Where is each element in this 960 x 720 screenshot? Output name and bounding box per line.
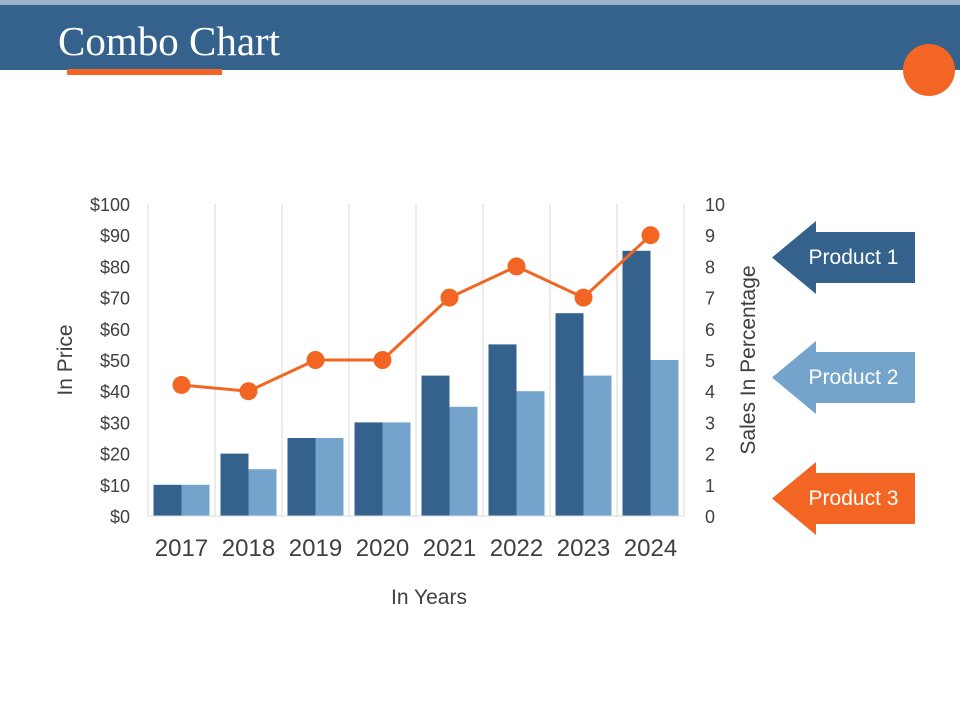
x-tick-label: 2023 <box>557 535 610 562</box>
bar-product-1-2024 <box>622 250 651 517</box>
point-product-3-2017 <box>172 375 191 394</box>
legend-item-product-2: Product 2 <box>772 341 915 414</box>
x-tick-label: 2018 <box>222 535 275 562</box>
bar-product-2-2022 <box>516 391 545 516</box>
bar-product-2-2017 <box>181 484 210 516</box>
point-product-3-2021 <box>440 288 459 307</box>
x-axis-title: In Years <box>391 586 467 609</box>
legend-label: Product 3 <box>808 487 899 510</box>
y-tick-label: $40 <box>100 382 130 402</box>
y2-tick-label: 6 <box>705 320 715 340</box>
bar-product-2-2020 <box>382 422 411 516</box>
y-tick-label: $10 <box>100 476 130 496</box>
legend-label: Product 1 <box>808 246 899 269</box>
title-bar: Combo Chart <box>0 5 960 70</box>
title-underline <box>67 69 222 75</box>
legend-item-product-3: Product 3 <box>772 462 915 535</box>
bar-product-2-2024 <box>650 360 679 516</box>
y2-tick-label: 10 <box>705 195 725 215</box>
slide-title: Combo Chart <box>58 18 281 64</box>
y2-tick-label: 8 <box>705 257 715 277</box>
y2-tick-label: 3 <box>705 413 715 433</box>
bar-product-1-2020 <box>354 422 383 516</box>
point-product-3-2019 <box>306 351 325 369</box>
bar-product-1-2017 <box>153 484 182 516</box>
left-arrow-icon <box>772 341 915 414</box>
left-arrow-icon <box>772 462 915 535</box>
y2-tick-label: 2 <box>705 445 715 465</box>
y-tick-label: $0 <box>110 507 130 527</box>
x-tick-label: 2021 <box>423 535 476 562</box>
y-tick-label: $60 <box>100 320 130 340</box>
y-axis-title: In Price <box>54 324 77 395</box>
point-product-3-2022 <box>507 257 526 276</box>
x-tick-label: 2019 <box>289 535 342 562</box>
y2-tick-label: 9 <box>705 226 715 246</box>
grid-lines <box>147 204 685 516</box>
accent-circle <box>903 44 955 96</box>
y2-tick-label: 0 <box>705 507 715 527</box>
bar-product-2-2019 <box>315 438 344 516</box>
left-arrow-icon <box>772 221 915 294</box>
y2-tick-label: 4 <box>705 382 715 402</box>
bar-product-2-2018 <box>248 469 277 516</box>
x-tick-label: 2017 <box>155 535 208 562</box>
x-tick-label: 2020 <box>356 535 409 562</box>
y-tick-label: $90 <box>100 226 130 246</box>
y2-tick-label: 5 <box>705 351 715 371</box>
legend-item-product-1: Product 1 <box>772 221 915 294</box>
point-product-3-2018 <box>239 382 258 401</box>
y-tick-label: $20 <box>100 445 130 465</box>
y2-axis-title: Sales In Percentage <box>737 265 760 454</box>
bar-series <box>153 250 679 517</box>
bar-product-1-2023 <box>555 313 584 516</box>
point-product-3-2023 <box>574 288 593 307</box>
top-strip <box>0 0 960 5</box>
y-tick-label: $100 <box>90 195 130 215</box>
y2-tick-label: 1 <box>705 476 715 496</box>
bar-product-1-2019 <box>287 438 316 516</box>
y-tick-label: $30 <box>100 413 130 433</box>
y2-tick-label: 7 <box>705 289 715 309</box>
legend-label: Product 2 <box>808 366 899 389</box>
bar-product-2-2023 <box>583 375 612 516</box>
point-product-3-2020 <box>373 351 392 369</box>
x-tick-label: 2024 <box>624 535 677 562</box>
bar-product-1-2018 <box>220 453 249 516</box>
bar-product-2-2021 <box>449 406 478 516</box>
bar-product-1-2022 <box>488 344 517 516</box>
x-tick-label: 2022 <box>490 535 543 562</box>
y-tick-label: $80 <box>100 257 130 277</box>
bar-product-1-2021 <box>421 375 450 516</box>
line-product-3 <box>181 234 652 393</box>
y-tick-label: $70 <box>100 289 130 309</box>
line-series <box>172 226 660 401</box>
point-product-3-2024 <box>641 226 660 245</box>
axes: $0 $10 $20 $30 $40 $50 $60 $70 $80 $90 $100 0 1 2 3 4 5 6… <box>90 195 725 562</box>
y-tick-label: $50 <box>100 351 130 371</box>
